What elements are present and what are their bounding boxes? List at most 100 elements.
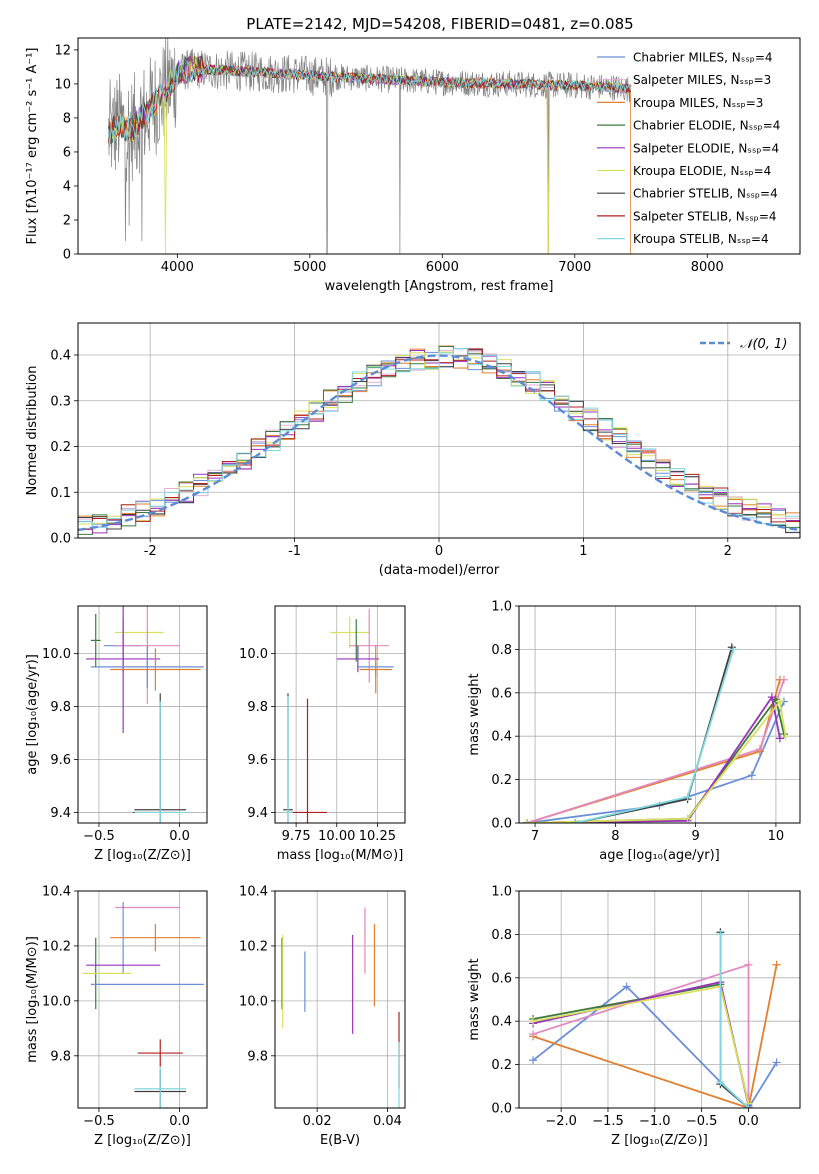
weight-line-1 [532,964,778,1108]
y-tick-label: 0.2 [491,1058,512,1073]
axes-frame [77,890,208,1109]
plot-area [281,907,400,1108]
residual-histogram-8 [78,348,800,538]
gridlines [275,890,405,1108]
error-bar-point [134,701,187,823]
axes-frame [274,605,406,824]
x-tick-label: 0.02 [303,1114,332,1129]
error-bar-point [110,923,201,952]
x-tick-label: 2 [724,544,732,559]
weight-marker [775,697,784,706]
y-tick-label: 9.8 [50,1049,71,1064]
plot-area [523,643,790,823]
x-tick-label: 10 [768,829,785,844]
axes-frame [518,890,801,1109]
weight-marker [767,693,776,702]
y-tick-label: 0 [63,248,71,263]
gridlines [78,890,207,1108]
weight-marker [683,792,692,801]
weight-marker [622,982,631,991]
legend-label: Kroupa STELIB, Nₛₛₚ=4 [633,232,769,246]
y-tick-label: 1.0 [491,885,512,900]
y-tick-label: 9.8 [247,1049,268,1064]
gridlines [519,605,800,824]
weight-line-5 [526,699,787,823]
panel-mass-weight-vs-age: 7 8 9 10 0.0 0.2 0.4 0.6 0.8 1.0 age [log₁₀(age/yr… [467,600,801,863]
weight-line-4 [526,694,781,823]
weight-marker [747,771,756,780]
weight-line-2 [526,679,785,823]
plot-area [529,928,781,1108]
x-axis-label: Z [log₁₀(Z/Z⊙)] [611,1133,708,1148]
axes-frame [518,605,801,824]
axes-frame [77,322,801,539]
weight-marker [727,643,736,652]
y-tick-label: 9.4 [50,806,71,821]
y-tick-label: 0.6 [491,686,512,701]
x-tick-label: −0.5 [83,829,115,844]
y-axis-label: mass weight [467,673,482,755]
weight-line-1 [526,679,781,823]
y-tick-label: 8 [63,111,71,126]
x-axis-label: Z [log₁₀(Z/Z⊙)] [94,1133,191,1148]
y-tick-label: 0.4 [50,349,71,364]
panel-age-vs-Z: −0.5 0.0 9.4 9.6 9.8 10.0 Z [log₁₀(Z/Z⊙)] age [… [25,605,208,863]
y-tick-label: 10.0 [42,994,71,1009]
x-tick-label: 0.0 [738,1114,759,1129]
model-spectrum-4 [108,55,631,141]
residual-histogram-5 [78,351,800,538]
axes-frame [77,605,208,824]
plot-area [82,901,204,1108]
plot-area [283,608,394,823]
panel-mass-vs-EBV: 0.02 0.04 9.8 10.0 10.2 10.4 E(B-V) [239,885,406,1148]
panel-mass-vs-Z: −0.5 0.0 9.8 10.0 10.2 10.4 Z [log₁₀(Z/Z⊙)] mas… [25,885,208,1148]
weight-marker [779,675,788,684]
error-bar-point [283,695,293,823]
legend-label: Chabrier MILES, Nₛₛₚ=4 [633,51,773,65]
y-tick-label: 0.4 [491,730,512,745]
y-tick-label: 10 [54,77,71,92]
legend-label: Salpeter STELIB, Nₛₛₚ=4 [633,209,777,223]
y-tick-label: 2 [63,213,71,228]
spectrum-title: PLATE=2142, MJD=54208, FIBERID=0481, z=0… [246,15,633,33]
weight-marker [683,814,692,823]
weight-marker [755,745,764,754]
y-tick-label: 0.2 [50,440,71,455]
y-tick-label: 10.0 [42,647,71,662]
y-tick-label: 0.8 [491,928,512,943]
weight-marker [775,734,784,743]
y-tick-label: 4 [63,179,71,194]
x-tick-label: 1 [579,544,587,559]
gaussian-reference-curve [78,354,800,532]
x-tick-label: 0 [435,544,443,559]
axes-frame [77,37,801,255]
weight-marker [772,960,781,969]
y-tick-label: 1.0 [491,600,512,615]
weight-marker [729,645,738,654]
weight-marker [529,1056,538,1065]
x-axis-label: (data-model)/error [379,563,500,578]
weight-marker [772,1058,781,1067]
y-tick-label: 0.4 [491,1015,512,1030]
y-tick-label: 12 [54,43,71,58]
y-tick-label: 0.3 [50,394,71,409]
gridlines [519,890,800,1109]
x-tick-label: −0.5 [686,1114,718,1129]
plot-area [78,345,800,538]
x-tick-label: 0.0 [169,829,190,844]
panel-mass-weight-vs-Z: −2.0 −1.5 −1.0 −0.5 0.0 0.0 0.2 0.4 0.6 0.8 1.0 Z [… [467,885,801,1148]
legend-label: Kroupa MILES, Nₛₛₚ=3 [633,96,763,110]
y-tick-label: 10.4 [239,885,268,900]
plot-area [86,606,204,823]
weight-line-3 [532,983,750,1104]
panel-residuals: -2 -1 0 1 2 0.0 0.1 0.2 0.3 0.4 (data-model)/error… [25,322,801,578]
legend-label: Salpeter ELODIE, Nₛₛₚ=4 [633,141,779,155]
error-bar-point [90,613,101,667]
legend-label: Chabrier STELIB, Nₛₛₚ=4 [633,187,778,201]
weight-marker [571,819,580,823]
y-tick-label: 0.6 [491,971,512,986]
error-bar-point [336,645,379,673]
panel-spectrum: 4000 5000 6000 7000 8000 0 2 4 6 8 10 12 wavelength … [25,37,801,294]
plot-area [108,38,631,254]
